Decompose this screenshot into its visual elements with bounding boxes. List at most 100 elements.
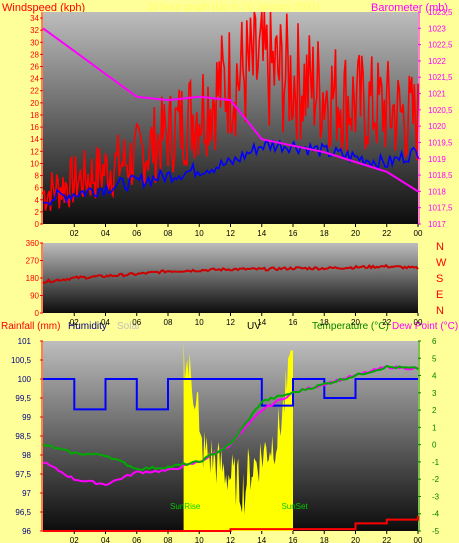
barometer-tick: 1019: [428, 155, 446, 164]
windspeed-tick: 18: [30, 111, 39, 120]
x-tick-label: 12: [226, 536, 235, 543]
sunset-label: SunSet: [281, 502, 308, 511]
x-tick-label: 04: [101, 318, 110, 327]
x-tick-label: 14: [257, 318, 266, 327]
x-tick-label: 16: [289, 536, 298, 543]
x-tick-label: 06: [132, 229, 141, 238]
direction-tick: 180: [26, 274, 40, 283]
barometer-tick: 1020,5: [428, 106, 453, 115]
uv-label: UV: [247, 321, 261, 332]
windspeed-tick: 20: [30, 99, 39, 108]
temperature-tick: -4: [432, 510, 440, 519]
x-tick-label: 18: [320, 536, 329, 543]
temperature-tick: 1: [432, 423, 437, 432]
windspeed-title: Windspeed (kph): [2, 2, 86, 14]
x-tick-label: 02: [70, 318, 79, 327]
barometer-tick: 1022,5: [428, 41, 453, 50]
humidity-tick: 97,5: [15, 470, 31, 479]
rainfall-line: [43, 515, 419, 532]
x-tick-label: 16: [289, 318, 298, 327]
windspeed-tick: 14: [30, 135, 39, 144]
humidity-tick: 101: [18, 337, 32, 346]
windspeed-tick: 28: [30, 50, 39, 59]
x-tick-label: 12: [226, 318, 235, 327]
temperature-tick: 0: [432, 441, 437, 450]
rainfall-label: Rainfall (mm): [1, 321, 61, 332]
temperature-tick: 4: [432, 372, 437, 381]
windspeed-tick: 32: [30, 26, 39, 35]
windspeed-tick: 30: [30, 38, 39, 47]
humidity-tick: 100,5: [11, 356, 32, 365]
temperature-tick: 5: [432, 354, 437, 363]
direction-tick: 360: [26, 239, 40, 248]
humidity-tick: 99: [22, 413, 31, 422]
windspeed-tick: 22: [30, 87, 39, 96]
solar-area: [183, 341, 293, 531]
direction-tick: 90: [30, 292, 39, 301]
temperature-tick: -3: [432, 492, 440, 501]
direction-tick: 0: [35, 309, 40, 318]
compass-n-top: N: [436, 241, 444, 253]
x-tick-label: 22: [382, 536, 391, 543]
barometer-tick: 1018,5: [428, 171, 453, 180]
x-tick-label: 08: [164, 229, 173, 238]
windspeed-tick: 6: [35, 184, 40, 193]
x-tick-label: 18: [320, 318, 329, 327]
barometer-tick: 1019,5: [428, 138, 453, 147]
windspeed-tick: 12: [30, 147, 39, 156]
humidity-tick: 99,5: [15, 394, 31, 403]
x-tick-label: 20: [351, 536, 360, 543]
windspeed-tick: 0: [35, 220, 40, 229]
temperature-tick: 3: [432, 389, 437, 398]
x-tick-label: 04: [101, 536, 110, 543]
windspeed-tick: 2: [35, 208, 40, 217]
solar-label: Solar: [117, 321, 141, 332]
windspeed-tick: 10: [30, 159, 39, 168]
x-tick-label: 00: [414, 229, 423, 238]
x-tick-label: 10: [195, 318, 204, 327]
x-tick-label: 20: [351, 229, 360, 238]
humidity-tick: 96: [22, 527, 31, 536]
barometer-tick: 1023,5: [428, 8, 453, 17]
x-tick-label: 14: [257, 536, 266, 543]
wind-average-line: [42, 138, 419, 207]
windspeed-tick: 34: [30, 14, 39, 23]
x-tick-label: 06: [132, 536, 141, 543]
barometer-tick: 1021: [428, 90, 446, 99]
temperature-tick: -2: [432, 475, 440, 484]
barometer-line: [42, 27, 419, 193]
windspeed-line: [42, 11, 419, 211]
windspeed-tick: 16: [30, 123, 39, 132]
barometer-tick: 1018: [428, 187, 446, 196]
plot-area-2: [43, 243, 418, 313]
humidity-tick: 100: [18, 375, 32, 384]
x-tick-label: 08: [164, 318, 173, 327]
compass-n-bottom: N: [436, 305, 444, 317]
x-tick-label: 00: [414, 318, 423, 327]
dewpoint-label: Dew Point (°C): [392, 321, 459, 332]
barometer-tick: 1021,5: [428, 73, 453, 82]
x-tick-label: 08: [164, 536, 173, 543]
x-tick-label: 06: [132, 318, 141, 327]
barometer-tick: 1023: [428, 24, 446, 33]
x-tick-label: 04: [101, 229, 110, 238]
chart-title: 24 hour graph (Up to 10 January 2021): [147, 2, 320, 13]
humidity-tick: 98,5: [15, 432, 31, 441]
x-tick-label: 14: [257, 229, 266, 238]
barometer-tick: 1022: [428, 57, 446, 66]
x-tick-label: 00: [414, 536, 423, 543]
temperature-tick: 6: [432, 337, 437, 346]
direction-line: [42, 263, 419, 285]
barometer-tick: 1017,5: [428, 204, 453, 213]
temperature-tick: -1: [432, 458, 440, 467]
windspeed-tick: 8: [35, 172, 40, 181]
sunrise-label: SunRise: [170, 502, 201, 511]
x-tick-label: 22: [382, 318, 391, 327]
x-tick-label: 18: [320, 229, 329, 238]
compass-e: E: [436, 289, 444, 301]
humidity-label: Humidity: [68, 321, 107, 332]
compass-w: W: [436, 257, 447, 269]
humidity-tick: 98: [22, 451, 31, 460]
x-tick-label: 22: [382, 229, 391, 238]
